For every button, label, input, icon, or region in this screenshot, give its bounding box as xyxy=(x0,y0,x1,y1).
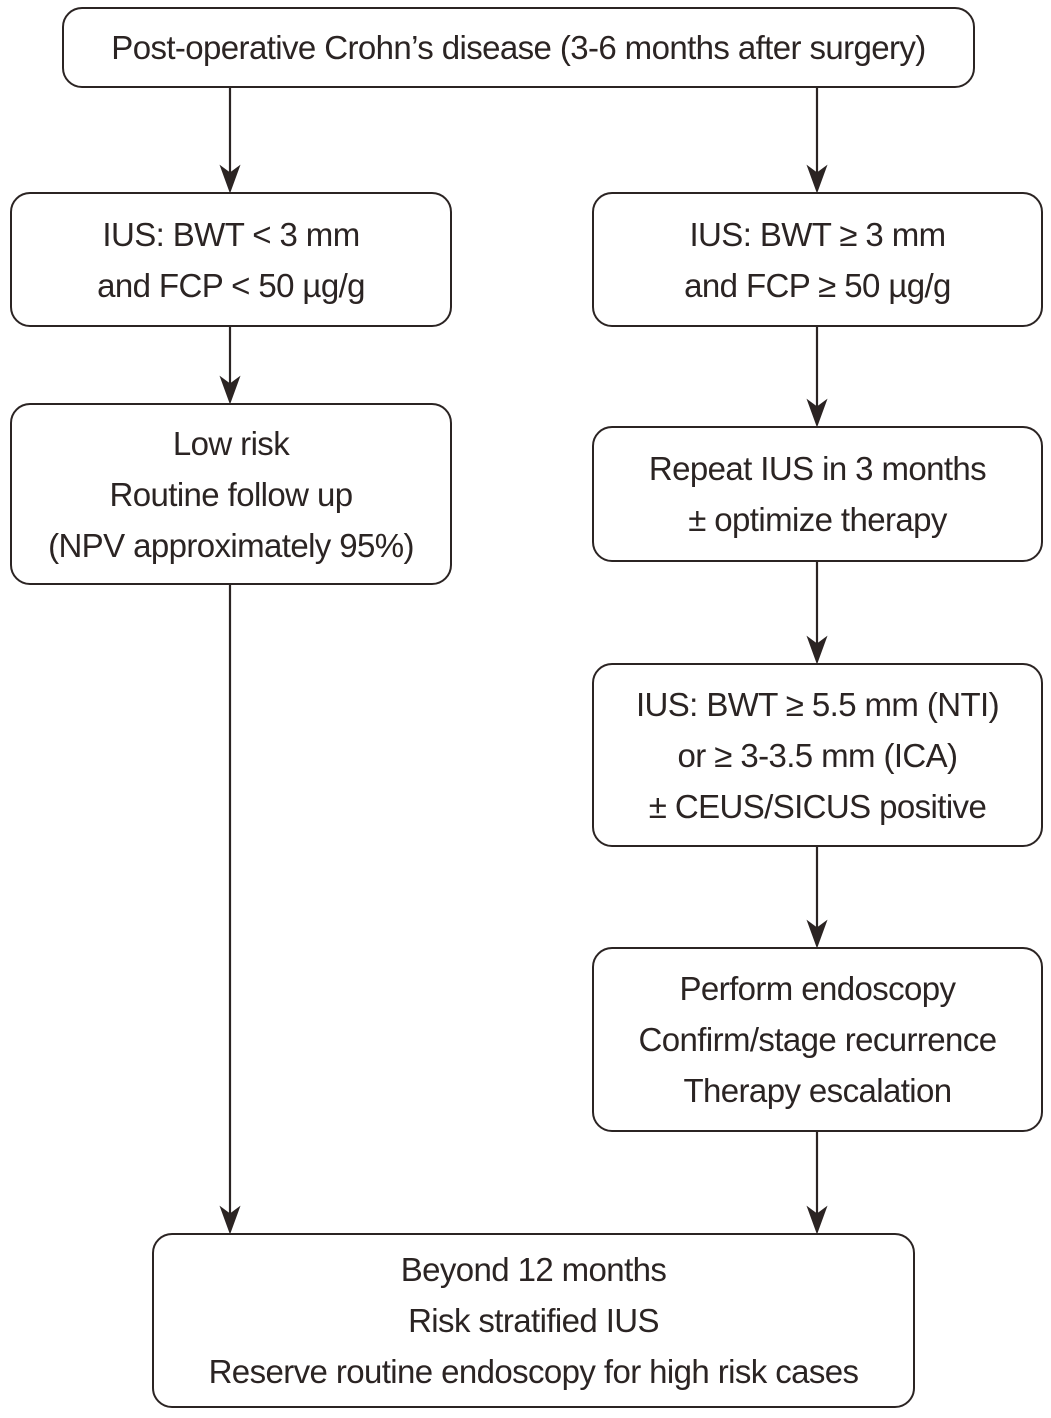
arrow-start-to-left-criteria xyxy=(219,88,241,194)
node-long-term-line2: Risk stratified IUS xyxy=(408,1302,659,1339)
node-right-criteria: IUS: BWT ≥ 3 mm and FCP ≥ 50 µg/g xyxy=(592,192,1043,327)
node-endoscopy-line2: Confirm/stage recurrence xyxy=(638,1021,998,1058)
node-low-risk-line2: Routine follow up xyxy=(109,475,354,513)
node-endoscopy: Perform endoscopy Confirm/stage recurren… xyxy=(592,947,1043,1132)
arrow-left-criteria-to-low-risk xyxy=(219,327,241,405)
arrow-right-criteria-to-repeat-ius xyxy=(806,327,828,428)
node-endoscopy-line1: Perform endoscopy xyxy=(679,970,957,1007)
arrow-start-to-right-criteria xyxy=(806,88,828,194)
arrow-endoscopy-to-long-term xyxy=(806,1132,828,1235)
node-long-term: Beyond 12 months Risk stratified IUS Res… xyxy=(152,1233,915,1408)
node-recurrence-criteria-line2: or ≥ 3-3.5 mm (ICA) xyxy=(677,736,959,774)
node-right-criteria-line2: and FCP ≥ 50 µg/g xyxy=(684,266,951,304)
node-repeat-ius: Repeat IUS in 3 months ± optimize therap… xyxy=(592,426,1043,562)
node-low-risk: Low risk Routine follow up (NPV approxim… xyxy=(10,403,452,585)
node-left-criteria-line2: and FCP < 50 µg/g xyxy=(97,266,365,304)
node-start: Post-operative Crohn’s disease (3-6 mont… xyxy=(62,7,975,88)
node-start-text: Post-operative Crohn’s disease (3-6 mont… xyxy=(111,29,926,66)
node-right-criteria-line1: IUS: BWT ≥ 3 mm xyxy=(689,215,946,253)
node-recurrence-criteria: IUS: BWT ≥ 5.5 mm (NTI) or ≥ 3-3.5 mm (I… xyxy=(592,663,1043,847)
node-low-risk-line3: (NPV approximately 95%) xyxy=(48,526,414,564)
arrow-recurrence-criteria-to-endoscopy xyxy=(806,847,828,949)
arrow-repeat-ius-to-recurrence-criteria xyxy=(806,562,828,665)
node-recurrence-criteria-line3: ± CEUS/SICUS positive xyxy=(648,787,987,825)
arrow-low-risk-to-long-term xyxy=(219,585,241,1235)
node-repeat-ius-line1: Repeat IUS in 3 months xyxy=(648,450,987,487)
node-low-risk-line1: Low risk xyxy=(172,424,290,462)
node-left-criteria-line1: IUS: BWT < 3 mm xyxy=(102,215,360,253)
node-recurrence-criteria-line1: IUS: BWT ≥ 5.5 mm (NTI) xyxy=(635,685,1000,723)
node-left-criteria: IUS: BWT < 3 mm and FCP < 50 µg/g xyxy=(10,192,452,327)
node-endoscopy-line3: Therapy escalation xyxy=(683,1072,952,1109)
node-long-term-line3: Reserve routine endoscopy for high risk … xyxy=(208,1353,859,1390)
node-long-term-line1: Beyond 12 months xyxy=(400,1251,667,1288)
node-repeat-ius-line2: ± optimize therapy xyxy=(688,501,947,538)
